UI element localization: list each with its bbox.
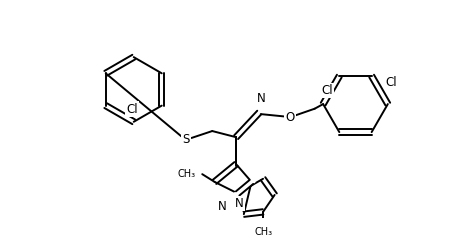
Text: O: O bbox=[285, 111, 294, 124]
Text: S: S bbox=[182, 133, 190, 146]
Text: Cl: Cl bbox=[386, 76, 397, 89]
Text: N: N bbox=[256, 92, 265, 105]
Text: CH₃: CH₃ bbox=[178, 169, 196, 179]
Text: N: N bbox=[235, 197, 244, 210]
Text: Cl: Cl bbox=[126, 103, 138, 116]
Text: N: N bbox=[218, 200, 227, 213]
Text: CH₃: CH₃ bbox=[254, 227, 272, 237]
Text: Cl: Cl bbox=[322, 84, 333, 97]
